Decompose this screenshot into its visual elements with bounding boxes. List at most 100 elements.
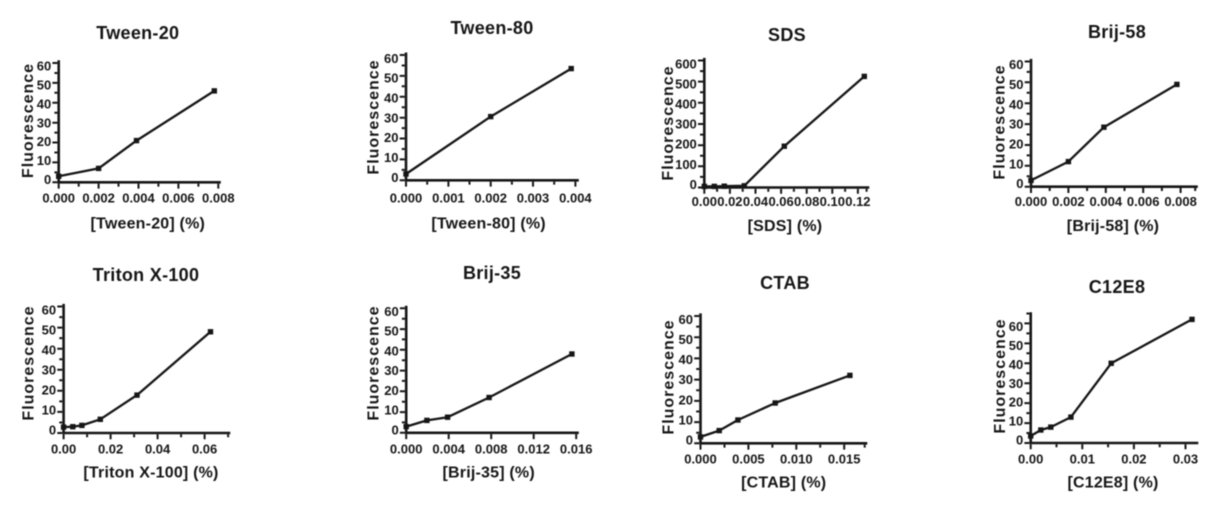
svg-text:0.000: 0.000	[42, 191, 75, 206]
svg-text:60: 60	[384, 304, 398, 319]
svg-text:10: 10	[384, 403, 398, 418]
svg-text:30: 30	[384, 110, 398, 125]
svg-text:60: 60	[42, 302, 56, 317]
svg-text:400: 400	[675, 97, 697, 112]
svg-text:0: 0	[690, 177, 697, 192]
svg-text:0: 0	[44, 172, 51, 187]
svg-text:0.008: 0.008	[202, 191, 235, 206]
svg-text:20: 20	[384, 130, 398, 145]
svg-text:300: 300	[675, 117, 697, 132]
svg-text:0.12: 0.12	[845, 194, 870, 209]
svg-text:0.06: 0.06	[768, 194, 793, 209]
svg-text:100: 100	[675, 157, 697, 172]
svg-text:0.008: 0.008	[1164, 194, 1197, 209]
svg-text:0.02: 0.02	[1121, 452, 1146, 467]
svg-text:10: 10	[1009, 156, 1023, 171]
svg-text:0.02: 0.02	[717, 194, 742, 209]
svg-text:0.016: 0.016	[560, 442, 593, 457]
svg-text:Fluorescence: Fluorescence	[366, 305, 383, 420]
svg-text:40: 40	[1009, 357, 1023, 372]
svg-text:0.000: 0.000	[390, 442, 423, 457]
svg-text:0: 0	[1016, 176, 1023, 191]
svg-text:0.015: 0.015	[828, 452, 861, 467]
svg-text:0.00: 0.00	[692, 194, 717, 209]
svg-text:0.004: 0.004	[432, 442, 465, 457]
svg-text:0.000: 0.000	[1015, 194, 1048, 209]
svg-text:SDS: SDS	[768, 25, 806, 45]
svg-text:60: 60	[679, 312, 693, 327]
svg-text:60: 60	[1009, 319, 1023, 334]
svg-text:Fluorescence: Fluorescence	[992, 64, 1009, 179]
svg-text:30: 30	[1009, 376, 1023, 391]
svg-text:30: 30	[384, 363, 398, 378]
svg-text:0.01: 0.01	[1070, 452, 1095, 467]
svg-text:0.004: 0.004	[122, 191, 155, 206]
svg-text:10: 10	[42, 402, 56, 417]
svg-text:[Tween-20] (%): [Tween-20] (%)	[91, 216, 206, 233]
svg-text:30: 30	[42, 362, 56, 377]
svg-text:Fluorescence: Fluorescence	[661, 319, 678, 434]
svg-text:Triton X-100: Triton X-100	[93, 265, 200, 285]
svg-text:[C12E8] (%): [C12E8] (%)	[1067, 475, 1158, 492]
svg-text:[SDS] (%): [SDS] (%)	[748, 218, 823, 235]
svg-text:0.02: 0.02	[98, 442, 123, 457]
svg-text:40: 40	[384, 90, 398, 105]
svg-text:0.002: 0.002	[1052, 194, 1085, 209]
svg-text:0.06: 0.06	[192, 442, 217, 457]
svg-text:[Triton X-100] (%): [Triton X-100] (%)	[83, 465, 218, 482]
svg-text:0.012: 0.012	[517, 442, 550, 457]
svg-text:C12E8: C12E8	[1089, 277, 1146, 297]
svg-text:50: 50	[37, 78, 51, 93]
svg-text:0: 0	[391, 170, 398, 185]
svg-text:0.010: 0.010	[780, 452, 813, 467]
svg-text:Fluorescence: Fluorescence	[660, 65, 677, 180]
svg-text:40: 40	[384, 343, 398, 358]
svg-text:0.08: 0.08	[794, 194, 819, 209]
svg-text:0.006: 0.006	[162, 191, 195, 206]
svg-text:[CTAB] (%): [CTAB] (%)	[741, 475, 826, 492]
svg-text:30: 30	[679, 372, 693, 387]
svg-text:[Brij-58] (%): [Brij-58] (%)	[1067, 218, 1159, 235]
svg-text:Tween-80: Tween-80	[450, 18, 533, 38]
svg-text:40: 40	[42, 342, 56, 357]
svg-text:0.10: 0.10	[820, 194, 845, 209]
svg-text:[Tween-80] (%): [Tween-80] (%)	[431, 216, 546, 233]
svg-text:200: 200	[675, 137, 697, 152]
svg-text:Brij-35: Brij-35	[463, 263, 521, 283]
svg-text:50: 50	[1009, 338, 1023, 353]
svg-text:Fluorescence: Fluorescence	[20, 63, 37, 178]
svg-text:Fluorescence: Fluorescence	[992, 318, 1009, 433]
svg-text:30: 30	[1009, 117, 1023, 132]
svg-text:60: 60	[1009, 57, 1023, 72]
svg-text:40: 40	[679, 352, 693, 367]
svg-text:0.000: 0.000	[390, 191, 423, 206]
svg-text:0.04: 0.04	[145, 442, 171, 457]
svg-text:0.000: 0.000	[684, 452, 717, 467]
svg-text:0.002: 0.002	[82, 191, 115, 206]
svg-text:20: 20	[1009, 137, 1023, 152]
svg-text:60: 60	[384, 51, 398, 66]
svg-text:20: 20	[37, 134, 51, 149]
svg-text:10: 10	[1009, 414, 1023, 429]
svg-text:50: 50	[42, 322, 56, 337]
svg-text:0: 0	[391, 422, 398, 437]
svg-text:0: 0	[1016, 433, 1023, 448]
svg-text:0.006: 0.006	[1127, 194, 1160, 209]
svg-text:0.03: 0.03	[1173, 452, 1198, 467]
svg-text:Tween-20: Tween-20	[96, 23, 179, 43]
svg-text:0: 0	[49, 422, 56, 437]
svg-text:10: 10	[37, 153, 51, 168]
svg-text:0.004: 0.004	[1090, 194, 1123, 209]
svg-text:20: 20	[384, 383, 398, 398]
svg-text:CTAB: CTAB	[760, 273, 810, 293]
svg-text:0.005: 0.005	[732, 452, 765, 467]
svg-text:0.001: 0.001	[432, 191, 465, 206]
svg-text:Fluorescence: Fluorescence	[21, 305, 38, 420]
svg-text:[Brij-35] (%): [Brij-35] (%)	[443, 465, 535, 482]
svg-text:0.008: 0.008	[475, 442, 508, 457]
svg-text:0.003: 0.003	[517, 191, 550, 206]
svg-text:50: 50	[384, 324, 398, 339]
svg-text:0.04: 0.04	[743, 194, 769, 209]
svg-text:20: 20	[679, 392, 693, 407]
svg-text:0.002: 0.002	[474, 191, 507, 206]
